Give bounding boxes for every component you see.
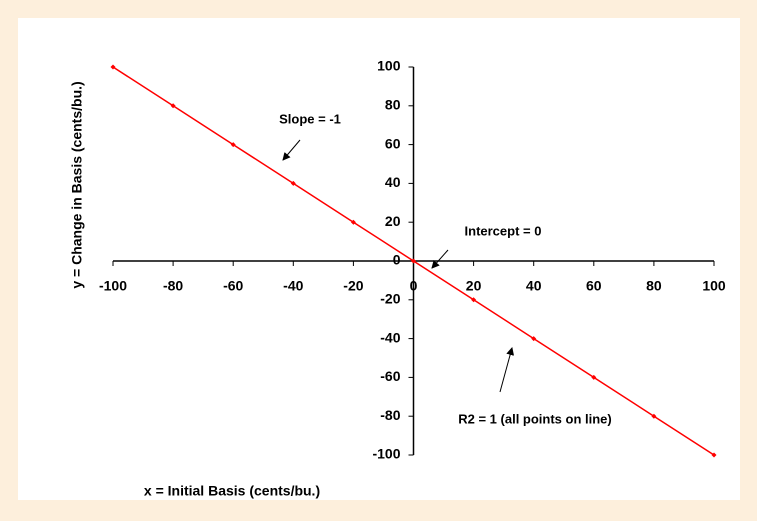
data-point bbox=[471, 297, 477, 303]
y-axis-title: y = Change in Basis (cents/bu.) bbox=[69, 81, 85, 288]
annotation: Intercept = 0 bbox=[465, 223, 542, 238]
y-tick-label: -100 bbox=[372, 446, 400, 462]
chart-area bbox=[18, 18, 740, 500]
data-point bbox=[350, 219, 356, 225]
x-tick-label: -60 bbox=[223, 278, 243, 294]
y-tick-label: 20 bbox=[385, 213, 401, 229]
y-tick-label: -40 bbox=[380, 329, 400, 345]
annotation-arrow bbox=[499, 347, 515, 393]
x-axis-title: x = Initial Basis (cents/bu.) bbox=[144, 483, 320, 499]
y-tick-label: 100 bbox=[377, 58, 401, 74]
y-tick-label: -60 bbox=[380, 368, 400, 384]
annotation: R2 = 1 (all points on line) bbox=[458, 411, 612, 426]
data-point bbox=[170, 103, 176, 109]
data-point bbox=[651, 413, 657, 419]
y-tick-label: 0 bbox=[393, 252, 401, 268]
y-tick-label: -80 bbox=[380, 407, 400, 423]
data-point bbox=[411, 258, 416, 264]
x-tick-label: 20 bbox=[466, 278, 482, 294]
annotation-arrow bbox=[282, 139, 301, 161]
data-point bbox=[711, 452, 717, 458]
x-tick-label: 60 bbox=[586, 278, 602, 294]
data-point bbox=[110, 64, 116, 70]
data-point bbox=[230, 142, 236, 148]
data-point bbox=[290, 180, 296, 186]
x-tick-label: 40 bbox=[526, 278, 542, 294]
x-tick-label: -80 bbox=[163, 278, 183, 294]
y-tick-label: -20 bbox=[380, 291, 400, 307]
annotation: Slope = -1 bbox=[279, 111, 341, 126]
y-tick-label: 80 bbox=[385, 97, 401, 113]
x-tick-label: 0 bbox=[410, 278, 418, 294]
y-tick-label: 40 bbox=[385, 174, 401, 190]
x-tick-label: -40 bbox=[283, 278, 303, 294]
annotation-arrow bbox=[431, 249, 449, 269]
data-point bbox=[531, 336, 537, 342]
x-tick-label: 100 bbox=[702, 278, 726, 294]
x-tick-label: -100 bbox=[99, 278, 127, 294]
y-tick-label: 60 bbox=[385, 135, 401, 151]
x-tick-label: -20 bbox=[343, 278, 363, 294]
data-point bbox=[591, 374, 597, 380]
x-tick-label: 80 bbox=[646, 278, 662, 294]
